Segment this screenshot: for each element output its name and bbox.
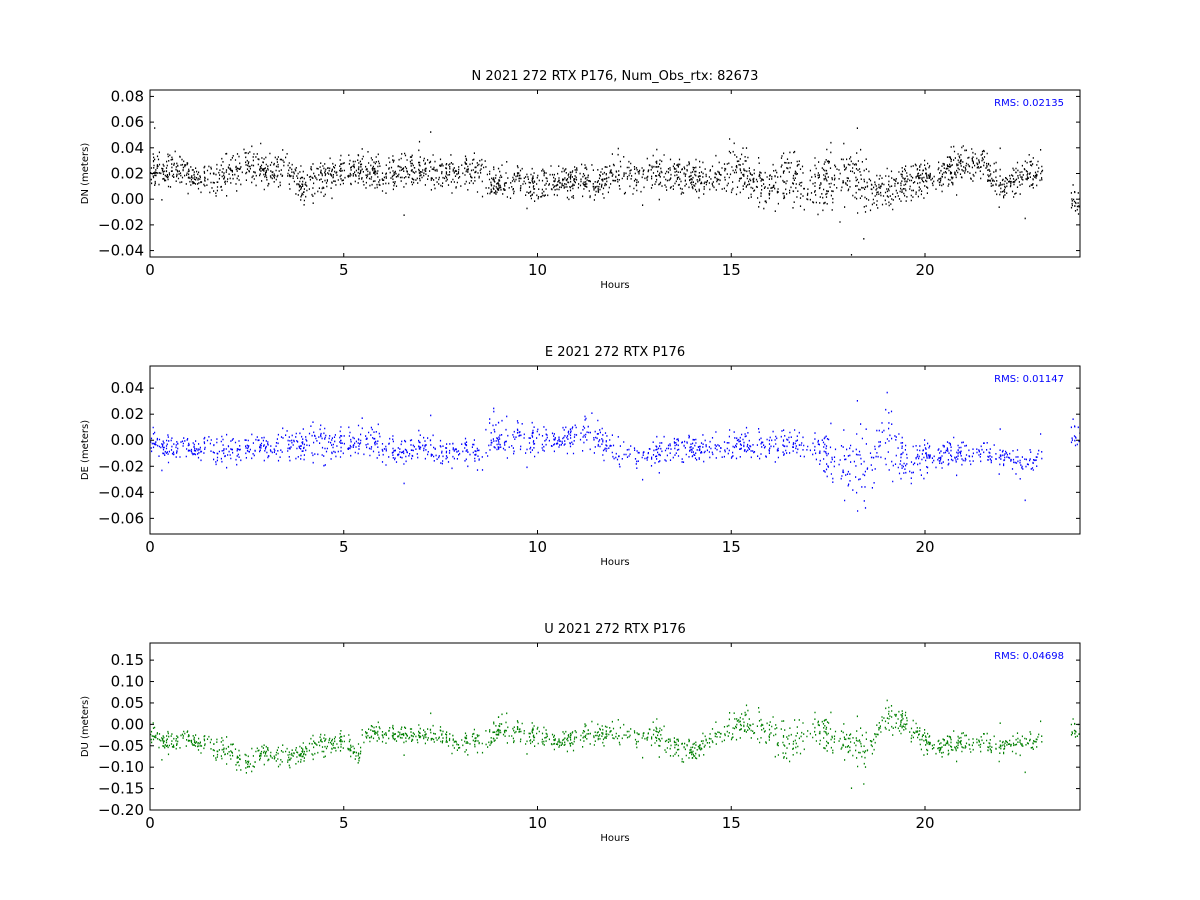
- north-y-tick-label: 0.00: [111, 190, 144, 208]
- east-x-axis-label: Hours: [600, 557, 629, 568]
- east-x-tick-label: 20: [915, 538, 934, 556]
- up-y-tick-label: 0.05: [111, 694, 144, 712]
- east-y-axis-label: DE (meters): [80, 420, 91, 480]
- north-chart-title: N 2021 272 RTX P176, Num_Obs_rtx: 82673: [472, 69, 759, 84]
- up-x-tick-label: 15: [722, 814, 741, 832]
- up-x-tick-label: 10: [528, 814, 547, 832]
- north-rms-annotation: RMS: 0.02135: [994, 98, 1064, 109]
- up-ticks: 0 5 10 15 20 −0.20 −0.15 −0.10 −0.05 0.00 0.05 0.10…: [98, 643, 1080, 832]
- east-y-tick-label: −0.02: [98, 457, 144, 475]
- north-x-tick-label: 20: [915, 261, 934, 279]
- east-x-tick-label: 10: [528, 538, 547, 556]
- east-ticks: 0 5 10 15 20 −0.06 −0.04 −0.02 0.00 0.02 0.04: [98, 366, 1080, 556]
- east-x-tick-label: 5: [339, 538, 349, 556]
- up-x-axis-label: Hours: [600, 833, 629, 844]
- north-x-tick-label: 10: [528, 261, 547, 279]
- up-chart-title: U 2021 272 RTX P176: [544, 622, 686, 637]
- panel-up: 0 5 10 15 20 −0.20 −0.15 −0.10 −0.05 0.00 0.05 0.10…: [80, 622, 1081, 844]
- north-x-axis-label: Hours: [600, 280, 629, 291]
- north-x-tick-label: 5: [339, 261, 349, 279]
- east-y-tick-label: −0.06: [98, 509, 144, 527]
- up-rms-annotation: RMS: 0.04698: [994, 651, 1064, 662]
- up-y-tick-label: 0.00: [111, 715, 144, 733]
- east-y-tick-label: 0.04: [111, 379, 144, 397]
- north-y-tick-label: −0.02: [98, 216, 144, 234]
- east-plot-frame: [149, 365, 1081, 535]
- north-y-tick-label: −0.04: [98, 242, 144, 260]
- panel-north: 0 5 10 15 20 −0.04 −0.02 0.00 0.02 0.04 0.06 0.08 N…: [80, 69, 1081, 291]
- up-y-tick-label: −0.20: [98, 801, 144, 819]
- up-y-tick-label: −0.10: [98, 758, 144, 776]
- up-y-tick-label: 0.15: [111, 651, 144, 669]
- up-y-axis-label: DU (meters): [80, 696, 91, 757]
- up-plot-frame: [149, 642, 1081, 811]
- up-y-tick-label: −0.15: [98, 780, 144, 798]
- east-y-tick-label: 0.02: [111, 405, 144, 423]
- panel-east: 0 5 10 15 20 −0.06 −0.04 −0.02 0.00 0.02 0.04 E 20…: [80, 345, 1081, 568]
- north-y-axis-label: DN (meters): [80, 143, 91, 205]
- east-rms-annotation: RMS: 0.01147: [994, 374, 1064, 385]
- up-y-tick-label: 0.10: [111, 673, 144, 691]
- east-x-tick-label: 15: [722, 538, 741, 556]
- east-y-tick-label: −0.04: [98, 483, 144, 501]
- east-chart-title: E 2021 272 RTX P176: [545, 345, 685, 360]
- north-y-tick-label: 0.08: [111, 87, 144, 105]
- up-y-tick-label: −0.05: [98, 737, 144, 755]
- north-ticks: 0 5 10 15 20 −0.04 −0.02 0.00 0.02 0.04 0.06 0.08: [98, 87, 1080, 279]
- up-x-tick-label: 0: [145, 814, 155, 832]
- north-y-tick-label: 0.06: [111, 113, 144, 131]
- north-y-tick-label: 0.04: [111, 139, 144, 157]
- up-x-tick-label: 20: [915, 814, 934, 832]
- east-y-tick-label: 0.00: [111, 431, 144, 449]
- east-x-tick-label: 0: [145, 538, 155, 556]
- north-plot-frame: [149, 89, 1081, 258]
- north-y-tick-label: 0.02: [111, 165, 144, 183]
- north-x-tick-label: 15: [722, 261, 741, 279]
- up-x-tick-label: 5: [339, 814, 349, 832]
- north-x-tick-label: 0: [145, 261, 155, 279]
